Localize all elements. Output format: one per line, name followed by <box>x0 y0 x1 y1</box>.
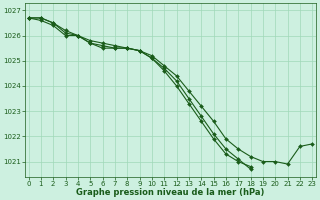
X-axis label: Graphe pression niveau de la mer (hPa): Graphe pression niveau de la mer (hPa) <box>76 188 265 197</box>
